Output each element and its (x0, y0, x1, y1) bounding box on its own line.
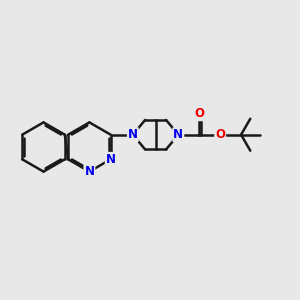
Text: O: O (194, 107, 204, 120)
Text: N: N (84, 165, 94, 178)
Text: N: N (128, 128, 138, 141)
Text: N: N (106, 153, 116, 166)
Text: O: O (215, 128, 225, 141)
Text: N: N (173, 128, 183, 141)
